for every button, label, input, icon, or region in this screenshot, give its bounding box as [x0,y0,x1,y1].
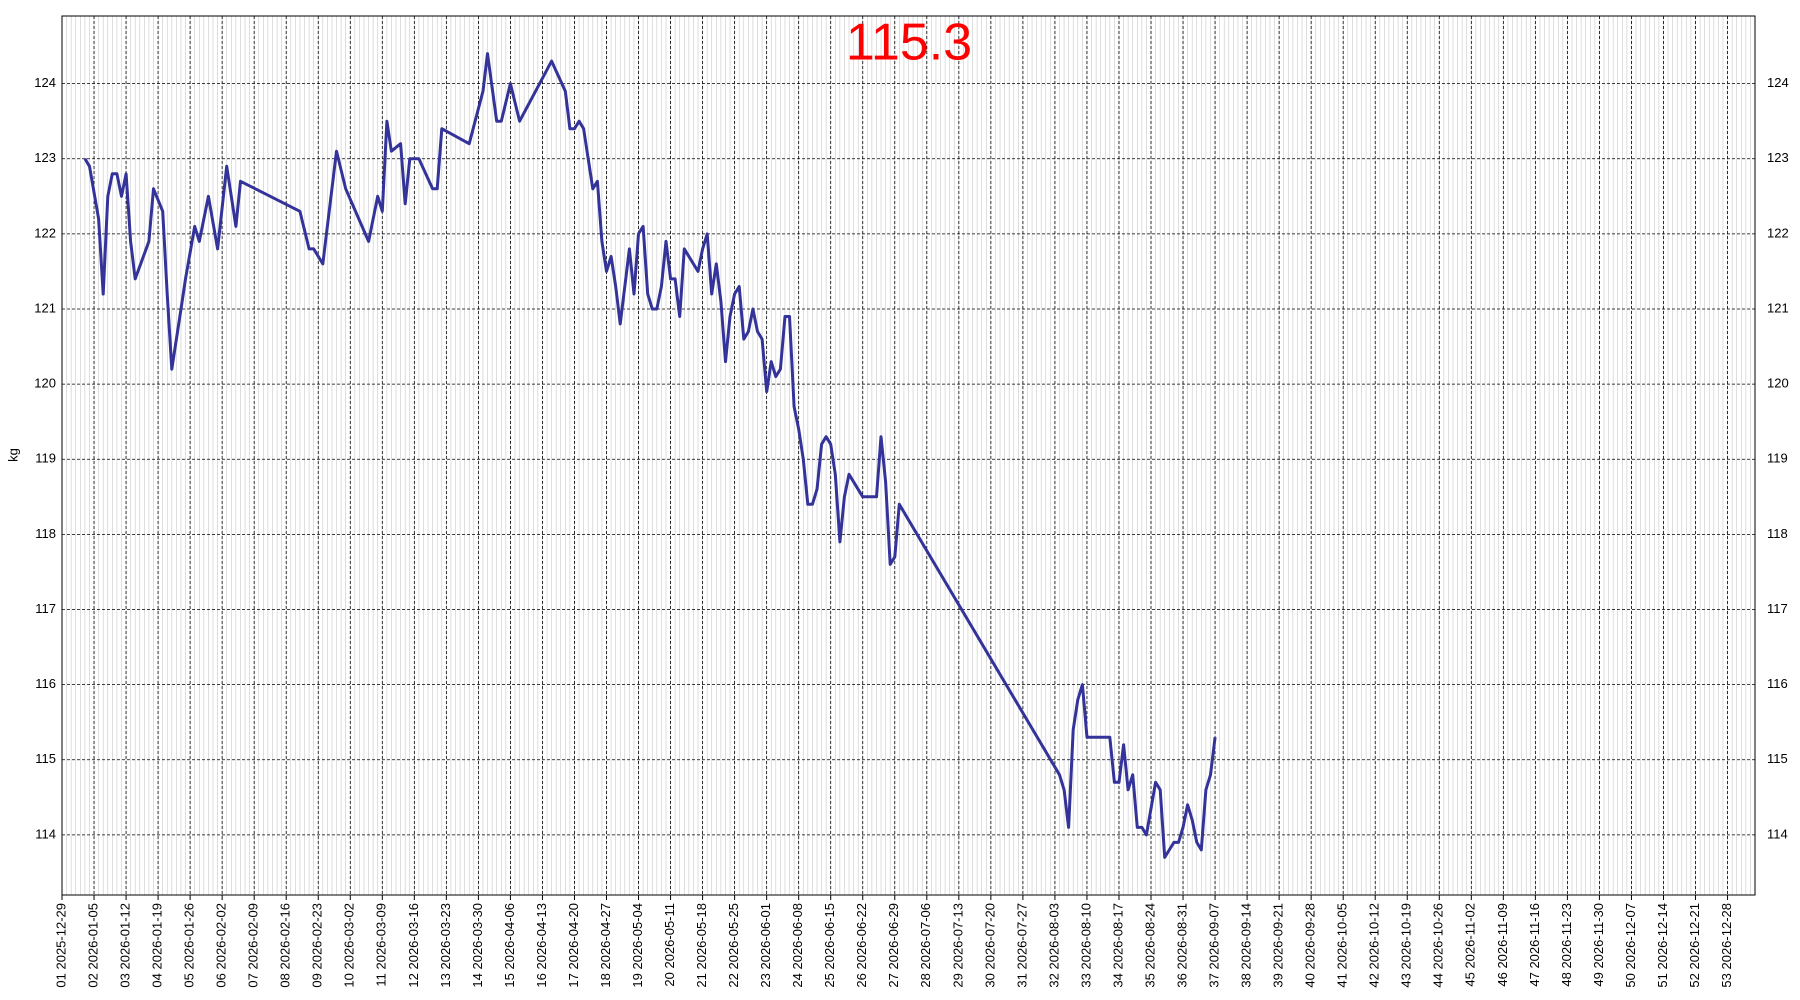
x-tick-label: 18 2026-04-27 [598,903,613,988]
x-tick-label: 52 2026-12-21 [1687,903,1702,988]
x-tick-label: 47 2026-11-16 [1527,903,1542,987]
x-tick-label: 31 2026-07-27 [1014,903,1029,988]
y-tick-label-right: 117 [1767,601,1788,616]
y-tick-label-right: 115 [1767,751,1788,766]
y-tick-label-right: 124 [1767,75,1789,90]
y-tick-label: 119 [35,451,56,466]
x-tick-label: 41 2026-10-05 [1335,903,1350,988]
x-tick-label: 36 2026-08-31 [1174,903,1189,988]
x-tick-label: 06 2026-02-02 [214,903,229,988]
x-tick-label: 07 2026-02-09 [246,903,261,988]
x-tick-label: 14 2026-03-30 [470,903,485,988]
x-tick-label: 28 2026-07-06 [918,903,933,988]
x-tick-label: 38 2026-09-14 [1239,903,1254,988]
y-tick-label-right: 120 [1767,376,1789,391]
x-tick-label: 44 2026-10-26 [1431,903,1446,988]
y-tick-label: 118 [35,526,56,541]
x-tick-label: 12 2026-03-16 [406,903,421,988]
weight-line [83,52,1217,859]
y-tick-label-right: 123 [1767,150,1789,165]
y-tick-label: 121 [34,300,56,315]
y-tick-label: 122 [34,225,56,240]
y-tick-label: 117 [35,601,56,616]
x-tick-label: 45 2026-11-02 [1463,903,1478,987]
x-tick-label: 32 2026-08-03 [1046,903,1061,988]
x-tick-label: 05 2026-01-26 [182,903,197,988]
x-tick-label: 15 2026-04-06 [502,903,517,988]
x-tick-label: 49 2026-11-30 [1591,903,1606,987]
x-tick-label: 01 2025-12-29 [53,903,68,988]
y-tick-label-right: 119 [1767,451,1788,466]
x-tick-label: 50 2026-12-07 [1623,903,1638,988]
x-tick-label: 29 2026-07-13 [950,903,965,988]
x-tick-label: 34 2026-08-17 [1110,903,1125,988]
y-axis-label: kg [5,448,20,462]
y-tick-label: 115 [35,751,56,766]
x-tick-label: 20 2026-05-11 [662,903,677,987]
x-tick-label: 51 2026-12-14 [1655,903,1670,988]
y-tick-label: 114 [35,826,56,841]
x-tick-label: 02 2026-01-05 [85,903,100,988]
x-tick-label: 22 2026-05-25 [726,903,741,988]
y-tick-label-right: 121 [1767,300,1789,315]
y-tick-label-right: 118 [1767,526,1788,541]
y-tick-label: 116 [35,676,56,691]
x-tick-label: 26 2026-06-22 [854,903,869,988]
x-tick-label: 09 2026-02-23 [310,903,325,988]
x-tick-label: 04 2026-01-19 [150,903,165,988]
x-tick-label: 40 2026-09-28 [1303,903,1318,988]
x-tick-label: 24 2026-06-08 [790,903,805,988]
x-tick-label: 17 2026-04-20 [566,903,581,988]
x-tick-label: 46 2026-11-09 [1495,903,1510,987]
x-tick-label: 25 2026-06-15 [822,903,837,988]
x-tick-label: 37 2026-09-07 [1207,903,1222,988]
x-tick-label: 53 2026-12-28 [1719,903,1734,988]
x-tick-label: 42 2026-10-12 [1367,903,1382,988]
x-tick-label: 13 2026-03-23 [438,903,453,988]
y-tick-label-right: 114 [1767,826,1788,841]
x-tick-label: 11 2026-03-09 [374,903,389,987]
plot-frame [61,15,1756,896]
x-tick-label: 27 2026-06-29 [886,903,901,988]
x-tick-label: 16 2026-04-13 [534,903,549,988]
x-tick-label: 39 2026-09-21 [1271,903,1286,988]
y-tick-label-right: 116 [1767,676,1788,691]
x-tick-label: 08 2026-02-16 [278,903,293,988]
x-tick-label: 10 2026-03-02 [342,903,357,988]
y-tick-label: 120 [34,376,56,391]
y-tick-label-right: 122 [1767,225,1789,240]
x-tick-label: 43 2026-10-19 [1399,903,1414,988]
x-tick-label: 35 2026-08-24 [1142,903,1157,988]
x-tick-label: 23 2026-06-01 [758,903,773,988]
chart-title: 115.3 [846,14,972,72]
y-tick-label: 123 [34,150,56,165]
x-tick-label: 48 2026-11-23 [1559,903,1574,987]
x-tick-label: 03 2026-01-12 [117,903,132,988]
x-tick-label: 33 2026-08-10 [1078,903,1093,988]
x-tick-label: 30 2026-07-20 [982,903,997,988]
x-tick-label: 19 2026-05-04 [630,903,645,988]
x-tick-label: 21 2026-05-18 [694,903,709,988]
y-tick-label: 124 [34,75,56,90]
